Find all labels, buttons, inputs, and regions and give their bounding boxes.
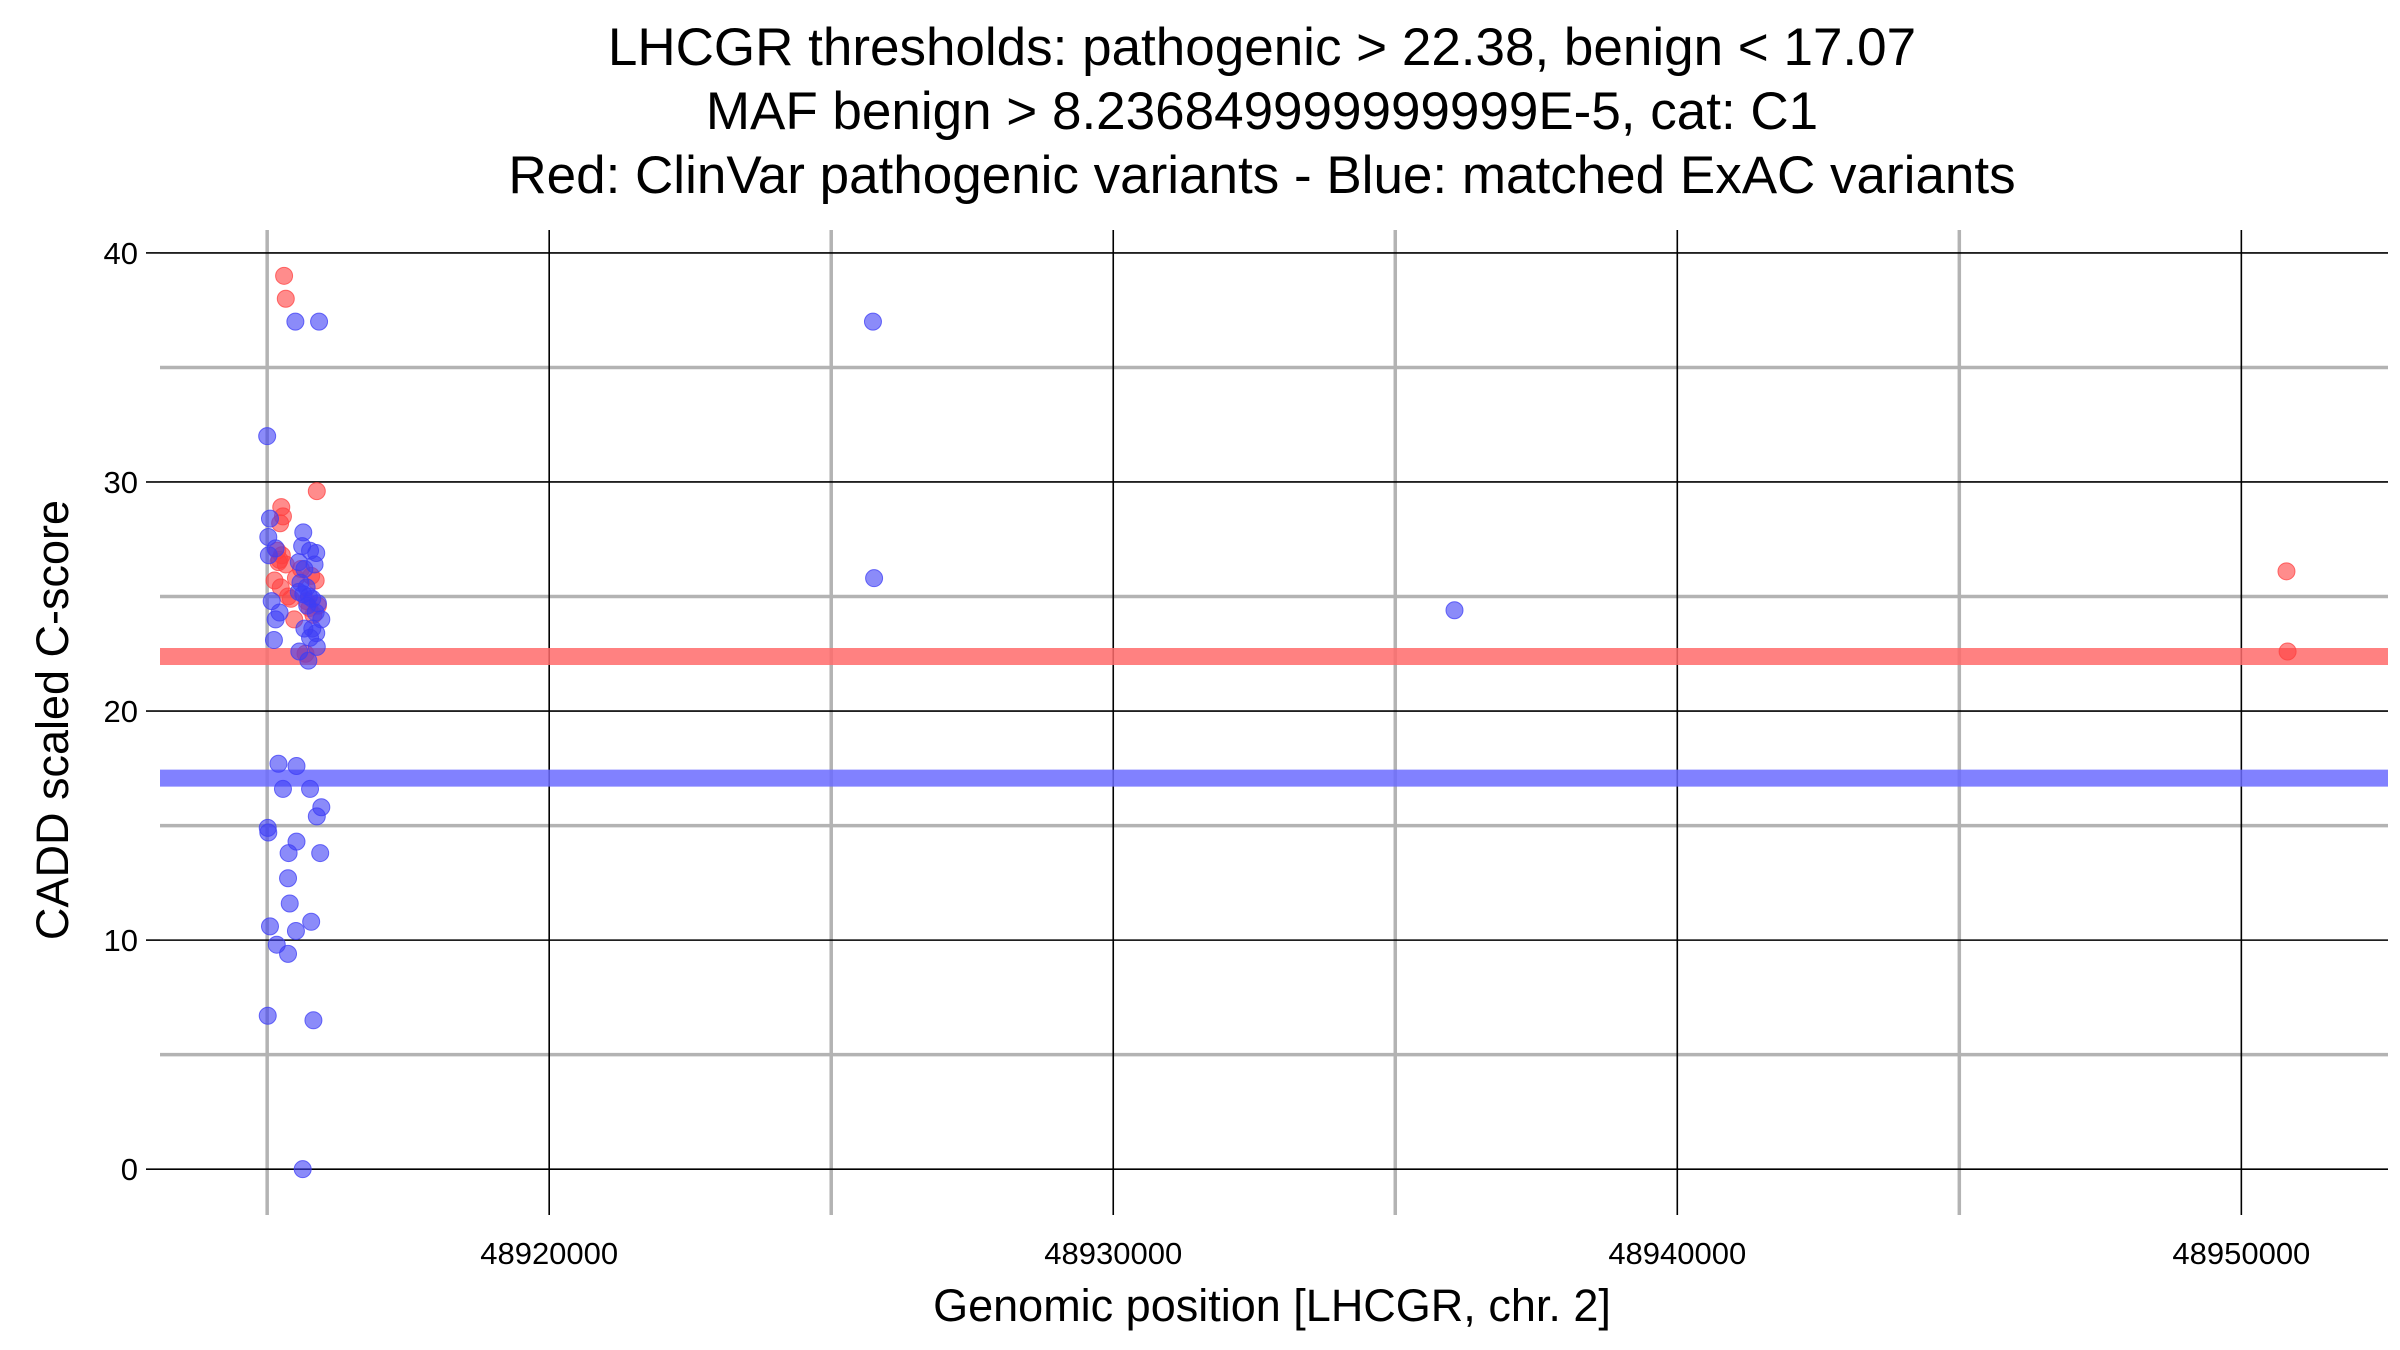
data-point xyxy=(2278,642,2297,661)
data-points xyxy=(258,266,2297,1179)
minor-gridlines xyxy=(160,230,2388,1215)
data-point xyxy=(286,312,305,331)
data-point xyxy=(275,266,294,285)
data-point xyxy=(286,921,305,940)
y-tick-label: 20 xyxy=(104,694,138,729)
x-tick-label: 48940000 xyxy=(1608,1236,1746,1271)
data-point xyxy=(279,944,298,963)
data-point xyxy=(293,1160,312,1179)
chart-title-line-3: Red: ClinVar pathogenic variants - Blue:… xyxy=(508,146,2015,205)
x-axis: 48920000 48930000 48940000 48950000 xyxy=(480,1236,2310,1271)
data-point xyxy=(260,917,279,936)
data-point xyxy=(279,844,298,863)
data-point xyxy=(273,779,292,798)
data-point xyxy=(258,427,277,446)
y-tick-label: 0 xyxy=(121,1152,138,1187)
x-tick-label: 48920000 xyxy=(480,1236,618,1271)
data-point xyxy=(260,509,279,528)
data-point xyxy=(299,651,318,670)
data-point xyxy=(276,289,295,308)
data-point xyxy=(264,631,283,650)
chart-title: LHCGR thresholds: pathogenic > 22.38, be… xyxy=(508,18,2015,205)
data-point xyxy=(279,869,298,888)
y-tick-label: 40 xyxy=(104,236,138,271)
x-axis-label: Genomic position [LHCGR, chr. 2] xyxy=(933,1280,1611,1331)
chart-title-line-2: MAF benign > 8.236849999999999E-5, cat: … xyxy=(706,82,1818,141)
data-point xyxy=(863,312,882,331)
chart-title-line-1: LHCGR thresholds: pathogenic > 22.38, be… xyxy=(608,18,1916,77)
y-tick-label: 10 xyxy=(104,923,138,958)
y-tick-label: 30 xyxy=(104,465,138,500)
data-point xyxy=(1445,601,1464,620)
data-point xyxy=(259,823,278,842)
data-point xyxy=(307,807,326,826)
threshold-lines xyxy=(160,648,2388,787)
data-point xyxy=(301,779,320,798)
data-point xyxy=(280,894,299,913)
data-point xyxy=(302,912,321,931)
data-point xyxy=(289,582,308,601)
data-point xyxy=(269,754,288,773)
x-tick-label: 48930000 xyxy=(1044,1236,1182,1271)
data-point xyxy=(307,637,326,656)
data-point xyxy=(270,603,289,622)
data-point xyxy=(311,844,330,863)
data-point xyxy=(304,1011,323,1030)
data-point xyxy=(266,539,285,558)
data-point xyxy=(865,569,884,588)
y-axis-label: CADD scaled C-score xyxy=(27,500,78,940)
major-gridlines xyxy=(160,230,2388,1215)
data-point xyxy=(310,312,329,331)
y-axis: 0 10 20 30 40 xyxy=(104,236,160,1187)
data-point xyxy=(307,482,326,501)
data-point xyxy=(258,1006,277,1025)
data-point xyxy=(287,757,306,776)
x-tick-label: 48950000 xyxy=(2172,1236,2310,1271)
data-point xyxy=(2277,562,2296,581)
